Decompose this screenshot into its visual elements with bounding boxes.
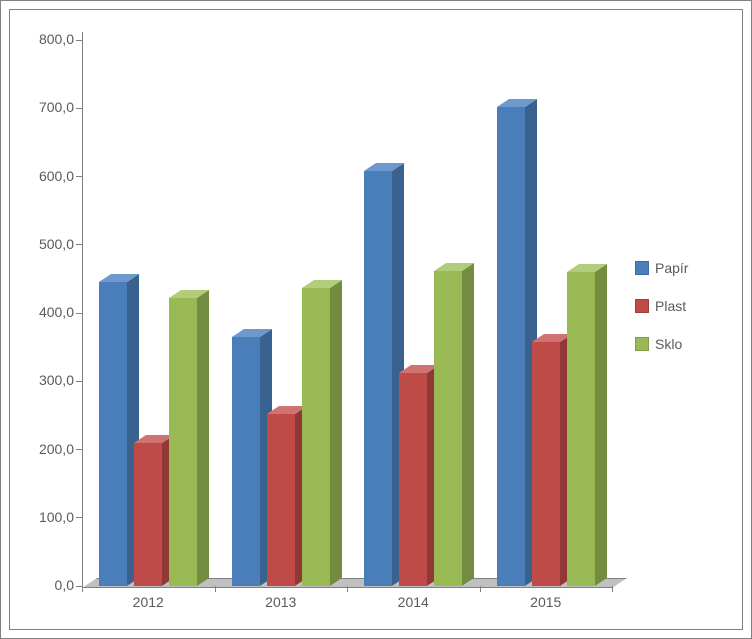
legend-label: Plast <box>655 298 686 314</box>
y-tick <box>76 381 82 382</box>
bar-front <box>434 271 462 586</box>
legend-label: Papír <box>655 260 688 276</box>
bar-front <box>399 373 427 586</box>
y-tick <box>76 517 82 518</box>
bar <box>364 171 392 586</box>
y-tick-label: 700,0 <box>26 99 74 115</box>
x-tick <box>82 586 83 592</box>
bar <box>532 342 560 586</box>
bar-front <box>364 171 392 586</box>
y-tick-label: 100,0 <box>26 509 74 525</box>
legend-label: Sklo <box>655 336 682 352</box>
bar-front <box>99 282 127 586</box>
bar-side <box>330 280 342 586</box>
x-tick-label: 2015 <box>480 594 613 610</box>
bar <box>497 107 525 586</box>
legend-swatch <box>635 337 649 351</box>
x-tick <box>612 586 613 592</box>
legend-swatch <box>635 261 649 275</box>
bar-front <box>497 107 525 586</box>
x-tick-label: 2013 <box>215 594 348 610</box>
bar <box>567 272 595 586</box>
bar-side <box>595 264 607 586</box>
y-tick-label: 800,0 <box>26 31 74 47</box>
y-tick <box>76 244 82 245</box>
bar-front <box>302 288 330 586</box>
y-tick-label: 600,0 <box>26 168 74 184</box>
chart-outer: 0,0 100,0 200,0 300,0 400,0 500,0 600,0 700,0 80… <box>0 0 752 639</box>
y-axis-line <box>82 32 83 586</box>
bar-front <box>134 443 162 586</box>
chart-inner: 0,0 100,0 200,0 300,0 400,0 500,0 600,0 700,0 80… <box>9 9 743 630</box>
bar-front <box>169 298 197 586</box>
x-tick <box>480 586 481 592</box>
x-tick-label: 2012 <box>82 594 215 610</box>
y-tick <box>76 108 82 109</box>
bar <box>302 288 330 586</box>
y-tick <box>76 449 82 450</box>
legend-item: Plast <box>635 298 688 314</box>
x-tick <box>347 586 348 592</box>
bar-side <box>462 263 474 586</box>
y-tick-label: 200,0 <box>26 441 74 457</box>
bar <box>399 373 427 586</box>
y-tick <box>76 313 82 314</box>
y-tick <box>76 176 82 177</box>
y-tick-label: 500,0 <box>26 236 74 252</box>
bar-side <box>197 290 209 586</box>
x-tick-label: 2014 <box>347 594 480 610</box>
y-tick-label: 0,0 <box>26 577 74 593</box>
x-tick <box>215 586 216 592</box>
y-tick-label: 400,0 <box>26 304 74 320</box>
legend-item: Papír <box>635 260 688 276</box>
bar <box>134 443 162 586</box>
bar-front <box>267 414 295 586</box>
bar-front <box>567 272 595 586</box>
y-tick <box>76 40 82 41</box>
bar-front <box>532 342 560 586</box>
bar <box>99 282 127 586</box>
bar <box>434 271 462 586</box>
bar-front <box>232 337 260 586</box>
bar <box>267 414 295 586</box>
legend-swatch <box>635 299 649 313</box>
bar <box>169 298 197 586</box>
bar <box>232 337 260 586</box>
plot-area <box>82 32 612 586</box>
y-tick-label: 300,0 <box>26 372 74 388</box>
legend-item: Sklo <box>635 336 688 352</box>
legend: Papír Plast Sklo <box>635 260 688 374</box>
